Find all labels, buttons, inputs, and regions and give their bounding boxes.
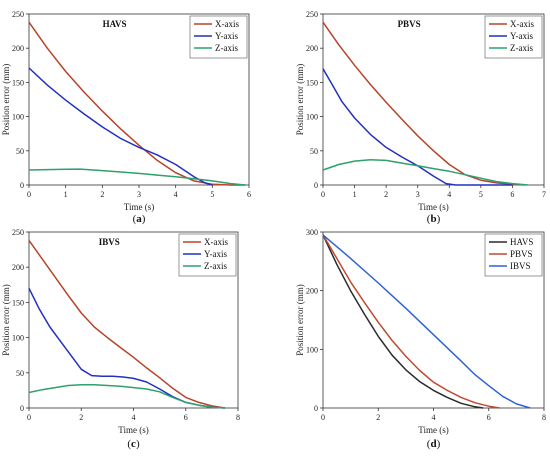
series-line-y-axis [28, 67, 213, 186]
x-tick-label: 6 [510, 190, 514, 199]
x-tick-label: 7 [542, 190, 546, 199]
y-tick-label: 0 [20, 181, 24, 190]
series-line-z-axis [28, 168, 246, 186]
legend-label: X-axis [215, 19, 239, 29]
series-line-y-axis [322, 68, 513, 186]
legend-label: HAVS [510, 237, 533, 247]
x-tick-label: 1 [64, 190, 68, 199]
series-line-havs [322, 234, 484, 409]
y-axis-label: Position error (mm) [1, 64, 11, 136]
panel-caption: (b) [427, 213, 441, 225]
legend: X-axis Y-axis Z-axis [178, 233, 237, 277]
series-line-ibvs [322, 234, 531, 409]
panel-caption: (c) [127, 438, 140, 450]
x-axis-label: Time (s) [118, 425, 148, 435]
series-line-x-axis [28, 239, 226, 409]
y-tick-label: 200 [12, 44, 24, 53]
series-line-x-axis [322, 21, 526, 186]
legend: X-axis Y-axis Z-axis [189, 15, 248, 59]
x-tick-label: 0 [27, 413, 31, 422]
panel-b: 0 1 2 3 4 5 6 7 0 50 100 150 200 250 Time (s) Position … [295, 10, 546, 225]
legend: HAVS PBVS IBVS [484, 233, 543, 277]
chart-title: PBVS [398, 19, 421, 29]
y-tick-label: 50 [16, 369, 24, 378]
y-tick-label: 0 [20, 404, 24, 413]
y-tick-label: 50 [310, 147, 318, 156]
y-tick-label: 200 [306, 44, 318, 53]
y-tick-label: 250 [306, 10, 318, 19]
x-tick-label: 3 [137, 190, 141, 199]
legend-label: Z-axis [510, 43, 533, 53]
x-tick-label: 8 [236, 413, 240, 422]
series-line-z-axis [28, 384, 225, 409]
legend: X-axis Y-axis Z-axis [484, 15, 543, 59]
x-tick-label: 0 [321, 190, 325, 199]
legend-box [178, 233, 237, 277]
series-line-z-axis [322, 158, 529, 186]
legend-box [484, 15, 543, 59]
x-tick-label: 2 [100, 190, 104, 199]
panel-caption: (d) [427, 438, 441, 450]
y-tick-label: 0 [314, 404, 318, 413]
x-tick-label: 6 [487, 413, 491, 422]
y-tick-label: 100 [12, 334, 24, 343]
x-tick-label: 5 [479, 190, 483, 199]
legend-box [484, 233, 543, 277]
legend-label: Z-axis [215, 43, 238, 53]
legend-label: Y-axis [215, 31, 238, 41]
legend-box [189, 15, 248, 59]
panel-a: 0 1 2 3 4 5 6 0 50 100 150 200 250 Time (s) Position e… [1, 10, 251, 225]
y-tick-label: 250 [12, 10, 24, 19]
plot-frame [322, 13, 545, 186]
x-tick-label: 2 [79, 413, 83, 422]
legend-label: IBVS [510, 261, 531, 271]
x-tick-label: 2 [376, 413, 380, 422]
legend-label: Z-axis [204, 261, 227, 271]
x-tick-label: 4 [447, 190, 451, 199]
panel-c: 0 2 4 6 8 0 50 100 150 200 250 Time (s) Position err… [1, 228, 240, 450]
series-line-y-axis [28, 287, 225, 409]
y-axis-label: Position error (mm) [295, 284, 305, 356]
legend-label: Y-axis [510, 31, 533, 41]
legend-label: Y-axis [204, 249, 227, 259]
x-tick-label: 0 [27, 190, 31, 199]
y-tick-label: 200 [306, 287, 318, 296]
legend-label: X-axis [204, 237, 228, 247]
x-tick-label: 6 [247, 190, 251, 199]
y-tick-label: 100 [12, 113, 24, 122]
series-line-pbvs [322, 234, 500, 409]
x-tick-label: 6 [184, 413, 188, 422]
x-tick-label: 5 [210, 190, 214, 199]
y-tick-label: 150 [306, 78, 318, 87]
x-axis-label: Time (s) [418, 202, 448, 212]
y-axis-label: Position error (mm) [1, 284, 11, 356]
y-tick-label: 100 [306, 113, 318, 122]
x-tick-label: 4 [174, 190, 178, 199]
y-tick-label: 0 [314, 181, 318, 190]
chart-title: IBVS [99, 237, 120, 247]
y-tick-label: 300 [306, 228, 318, 237]
x-tick-label: 2 [384, 190, 388, 199]
x-tick-label: 8 [542, 413, 546, 422]
legend-label: X-axis [510, 19, 534, 29]
x-axis-label: Time (s) [418, 425, 448, 435]
y-tick-label: 250 [12, 228, 24, 237]
panel-d: 0 2 4 6 8 0 100 200 300 Time (s) Position error (m… [295, 228, 546, 450]
x-tick-label: 0 [321, 413, 325, 422]
panel-caption: (a) [133, 213, 146, 225]
y-tick-label: 150 [12, 78, 24, 87]
x-tick-label: 4 [132, 413, 136, 422]
legend-label: PBVS [510, 249, 533, 259]
x-tick-label: 1 [353, 190, 357, 199]
y-tick-label: 150 [12, 298, 24, 307]
y-axis-label: Position error (mm) [295, 64, 305, 136]
x-axis-label: Time (s) [124, 202, 154, 212]
y-tick-label: 100 [306, 345, 318, 354]
y-tick-label: 50 [16, 147, 24, 156]
y-tick-label: 200 [12, 263, 24, 272]
x-tick-label: 4 [432, 413, 436, 422]
x-tick-label: 3 [416, 190, 420, 199]
chart-title: HAVS [103, 19, 127, 29]
